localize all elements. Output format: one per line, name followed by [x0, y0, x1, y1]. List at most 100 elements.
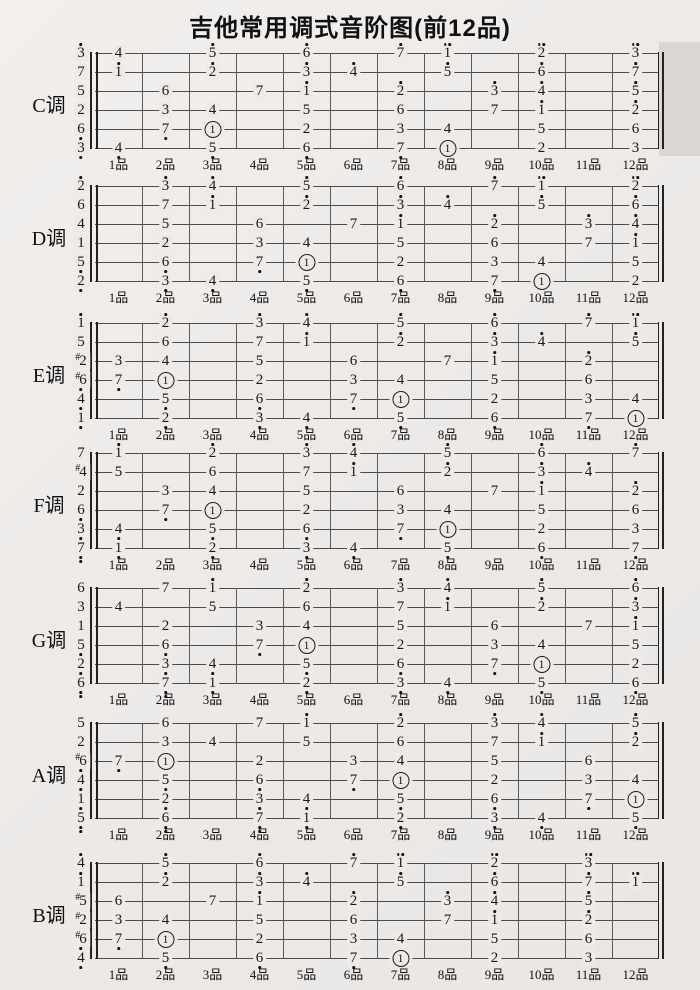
octave-dot: [540, 443, 543, 446]
note-s1-f6: 4: [346, 443, 361, 461]
octave-dot: [493, 289, 496, 292]
octave-dot: [211, 556, 214, 559]
octave-dots-below: [159, 407, 173, 410]
octave-dots-above: [300, 43, 314, 46]
note-s4-f4: 7: [252, 637, 267, 656]
note-s1-f7: 1: [393, 853, 408, 871]
sharp-sign: #: [75, 352, 80, 363]
note-s4-f5: 4: [299, 235, 314, 251]
octave-dots-above: [535, 713, 549, 716]
fret-label-2: 2品: [155, 557, 176, 572]
octave-dot: [587, 910, 590, 913]
octave-dot: [258, 788, 261, 791]
circled-root-note: 1: [392, 772, 409, 789]
octave-dots-above: [394, 332, 408, 335]
note-s4-f10: 1: [534, 100, 549, 118]
octave-dot: [490, 853, 494, 856]
note-s1-f5: 5: [299, 176, 314, 194]
note-s3-f12: 1: [628, 616, 643, 634]
note-s6-f9: 3: [487, 810, 502, 829]
note-open-s4: 1: [74, 235, 88, 251]
octave-dots-above: [394, 713, 408, 716]
octave-dots-above: [394, 313, 408, 316]
octave-dots-below: [535, 826, 549, 829]
octave-dots-below: [74, 672, 88, 675]
note-open-s6: 5: [74, 810, 88, 833]
octave-dot: [493, 826, 496, 829]
fret-line-7: [424, 453, 425, 548]
octave-dot: [352, 443, 355, 446]
fret-line-3: [236, 453, 237, 548]
note-s6-f4: 6: [252, 950, 267, 969]
note-s6-f3: 5: [205, 140, 220, 159]
note-s6-f5: 5: [299, 273, 314, 292]
note-s6-f11: 3: [581, 950, 596, 966]
note-s1-f8: 5: [440, 443, 455, 461]
note-s5-f8: 4: [440, 121, 455, 137]
octave-dot: [79, 672, 83, 675]
fret-line-6: [377, 863, 378, 958]
octave-dot: [540, 578, 543, 581]
fret-12-end-line: [658, 52, 664, 149]
octave-dots-above: [629, 214, 643, 217]
note-s6-f9: 6: [487, 410, 502, 429]
fret-line-11: [612, 588, 613, 683]
octave-dot: [584, 853, 588, 856]
note-s3-f10: 4: [534, 81, 549, 99]
note-s3-f7: 4: [393, 753, 408, 769]
note-s1-f5: 1: [299, 713, 314, 731]
octave-dot: [79, 826, 83, 829]
note-s4-f7: 5: [393, 235, 408, 251]
note-open-s4: 5: [74, 637, 88, 656]
fret-line-10: [565, 186, 566, 281]
octave-dot: [305, 176, 308, 179]
note-open-s2: 5: [74, 334, 88, 350]
octave-dots-below: [394, 672, 408, 675]
octave-dot: [79, 426, 83, 429]
octave-dots-above: [629, 578, 643, 581]
octave-dots-above: [488, 910, 502, 913]
octave-dot: [79, 872, 83, 875]
octave-dots-above: [253, 891, 267, 894]
octave-dots-below: [72, 769, 90, 772]
octave-dot: [352, 853, 355, 856]
note-s3-f6: 6: [346, 353, 361, 369]
note-s4-f11: 7: [581, 235, 596, 251]
octave-dot: [117, 388, 120, 391]
fret-label-4: 4品: [249, 157, 270, 172]
octave-dots-below: [629, 556, 643, 559]
octave-dot: [399, 672, 402, 675]
note-s1-f8: 4: [440, 578, 455, 596]
note-s1-f3: 2: [205, 443, 220, 461]
fret-label-2: 2品: [155, 427, 176, 442]
octave-dots-below: [159, 270, 173, 273]
note-s2-f12: 7: [628, 62, 643, 80]
note-s5-f5: 2: [299, 121, 314, 137]
note-s2-f10: 1: [534, 732, 549, 750]
note-open-s2: 3: [74, 599, 88, 615]
note-s3-f8: 3: [440, 891, 455, 909]
note-s4-f1: 7: [111, 372, 126, 391]
octave-dot: [258, 891, 261, 894]
fret-label-11: 11品: [575, 157, 602, 172]
fret-line-7: [424, 323, 425, 418]
octave-dot: [117, 62, 120, 65]
sharp-sign: #: [75, 892, 80, 903]
fret-label-11: 11品: [575, 290, 602, 305]
octave-dot: [587, 462, 590, 465]
note-s4-f12: 4: [628, 772, 643, 788]
note-s5-f9: 2: [487, 391, 502, 407]
note-s2-f12: 3: [628, 597, 643, 615]
octave-dots-above: [347, 462, 361, 465]
octave-dots-above: [300, 313, 314, 316]
octave-dots-above: [300, 195, 314, 198]
note-open-s5: 6: [74, 121, 88, 140]
octave-dots-above: [535, 332, 549, 335]
note-s2-f12: 1: [628, 872, 643, 890]
note-s5-f4: 7: [252, 254, 267, 273]
note-s4-f2: 1: [154, 372, 177, 389]
octave-dots-above: [347, 443, 361, 446]
note-s1-f12: 7: [628, 443, 643, 461]
octave-dot: [634, 233, 637, 236]
octave-dots-above: [394, 81, 408, 84]
